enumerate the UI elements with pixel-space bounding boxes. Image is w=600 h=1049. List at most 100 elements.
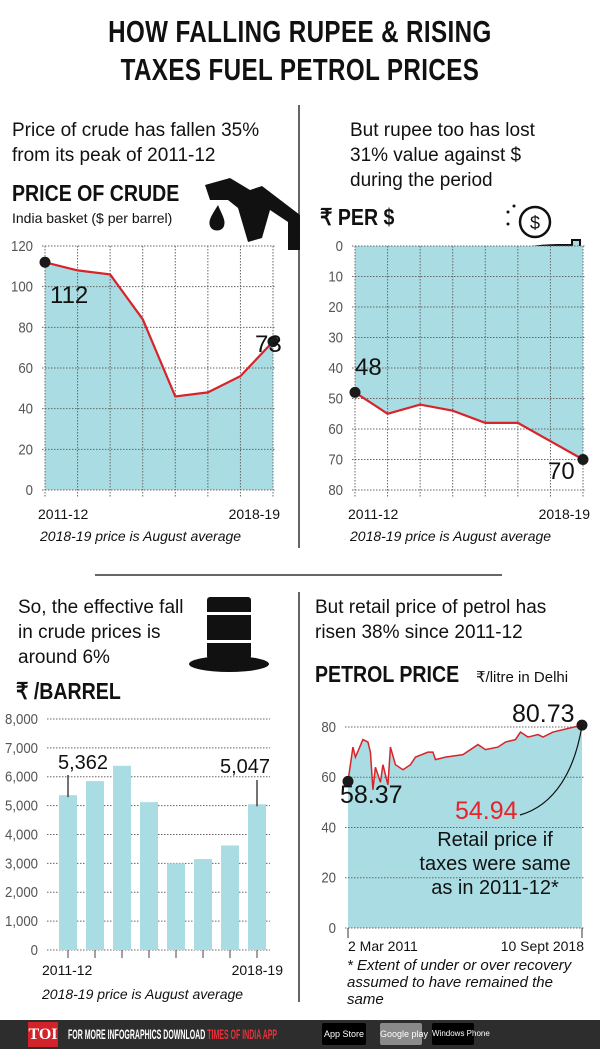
title-text-2: TAXES FUEL PETROL PRICES bbox=[120, 52, 480, 87]
crude-subheading: India basket ($ per barrel) bbox=[12, 210, 173, 226]
y-tick-label: 0 bbox=[26, 481, 33, 498]
x-tick-label: 2011-12 bbox=[38, 506, 89, 522]
y-tick-label: 30 bbox=[328, 329, 343, 346]
petrol-price-chart: 0 20 40 60 80 58.37 80.73 2 Mar 2011 10 Sept 201… bbox=[321, 700, 588, 954]
y-tick-label: 100 bbox=[11, 278, 33, 295]
crude-intro: Price of crude has fallen 35% from its p… bbox=[12, 118, 259, 168]
y-tick-label: 120 bbox=[11, 237, 33, 254]
footer-bar bbox=[0, 1020, 600, 1049]
y-tick-label: 3,000 bbox=[5, 855, 38, 872]
annotation-line: taxes were same bbox=[419, 853, 571, 875]
rupee-note: 2018-19 price is August average bbox=[350, 528, 552, 544]
title-line-1: HOW FALLING RUPEE & RISING bbox=[0, 14, 600, 50]
data-label: 70 bbox=[548, 458, 575, 485]
y-tick-label: 80 bbox=[328, 481, 343, 498]
y-tick-label: 20 bbox=[328, 298, 343, 315]
data-label: 48 bbox=[355, 354, 382, 381]
x-tick-label: 2018-19 bbox=[229, 506, 281, 522]
data-point bbox=[349, 386, 361, 398]
barrel-heading: ₹ /BARREL bbox=[16, 678, 121, 704]
bar bbox=[59, 795, 77, 950]
petrol-annotation: Retail price if taxes were same as in 20… bbox=[400, 828, 590, 900]
y-tick-label: 4,000 bbox=[5, 826, 38, 843]
y-tick-label: 0 bbox=[31, 941, 38, 958]
barrel-intro-line: So, the effective fall bbox=[18, 597, 184, 618]
y-tick-label: 40 bbox=[328, 359, 343, 376]
bar bbox=[194, 859, 212, 950]
petrol-subheading: ₹/litre in Delhi bbox=[476, 669, 569, 686]
footer-cta: FOR MORE INFOGRAPHICS DOWNLOAD bbox=[68, 1026, 208, 1042]
crude-price-chart: 0 20 40 60 80 100 120 2011-12 2018-19 112 73 bbox=[11, 237, 282, 522]
google-play-badge[interactable]: Google play bbox=[380, 1023, 428, 1045]
rupee-heading: ₹ PER $ bbox=[320, 204, 395, 230]
footer-app-name[interactable]: TIMES OF INDIA APP bbox=[207, 1026, 278, 1042]
y-tick-label: 80 bbox=[18, 319, 33, 336]
series-line bbox=[354, 391, 584, 461]
footnote-line: assumed to have remained the bbox=[347, 974, 553, 991]
title-text-1: HOW FALLING RUPEE & RISING bbox=[108, 14, 492, 49]
y-tick-label: 0 bbox=[329, 919, 336, 936]
data-point bbox=[577, 454, 589, 465]
y-tick-label: 60 bbox=[18, 359, 33, 376]
footer-text: FOR MORE INFOGRAPHICS DOWNLOAD TIMES OF … bbox=[68, 1026, 277, 1042]
toi-logo[interactable]: TOI bbox=[28, 1022, 58, 1047]
rupee-per-barrel-chart: 0 1,000 2,000 3,000 4,000 5,000 6,000 7,000 8,00… bbox=[5, 710, 283, 978]
y-tick-label: 5,000 bbox=[5, 797, 38, 814]
crude-intro-line: from its peak of 2011-12 bbox=[12, 145, 216, 166]
crude-intro-line: Price of crude has fallen 35% bbox=[12, 120, 260, 141]
annotation-line: Retail price if bbox=[437, 829, 553, 851]
bar bbox=[248, 804, 266, 950]
area-fill bbox=[45, 262, 273, 490]
rupee-intro-line: during the period bbox=[350, 170, 493, 191]
petrol-annotation-value: 54.94 bbox=[455, 797, 518, 825]
y-tick-label: 1,000 bbox=[5, 912, 38, 929]
dollar-coin-hand-icon: $ bbox=[506, 204, 581, 271]
area-fill bbox=[355, 246, 583, 460]
data-label: 5,047 bbox=[220, 756, 270, 778]
rupee-per-dollar-chart: 0 10 20 30 40 50 60 70 80 2011-12 2018-19 48 70 bbox=[328, 237, 590, 522]
annotation-leader bbox=[519, 725, 583, 816]
x-tick-label: 2018-19 bbox=[232, 962, 284, 978]
barrel-intro-line: in crude prices is bbox=[18, 622, 161, 643]
data-label: 80.73 bbox=[512, 700, 575, 728]
x-tick-label: 2011-12 bbox=[42, 962, 93, 978]
y-tick-label: 8,000 bbox=[5, 710, 38, 727]
y-tick-label: 40 bbox=[18, 400, 33, 417]
petrol-intro-line: risen 38% since 2011-12 bbox=[315, 622, 523, 643]
x-tick-label: 2018-19 bbox=[539, 506, 591, 522]
svg-text:$: $ bbox=[530, 213, 540, 233]
data-label: 58.37 bbox=[340, 781, 403, 809]
y-tick-label: 7,000 bbox=[5, 739, 38, 756]
y-tick-label: 20 bbox=[18, 441, 33, 458]
y-tick-label: 70 bbox=[328, 451, 343, 468]
y-tick-label: 6,000 bbox=[5, 768, 38, 785]
crude-heading: PRICE OF CRUDE bbox=[12, 180, 180, 206]
windows-phone-badge[interactable]: Windows Phone bbox=[432, 1023, 490, 1045]
x-tick-label: 2011-12 bbox=[348, 506, 399, 522]
data-label: 73 bbox=[255, 331, 282, 358]
data-label: 112 bbox=[50, 282, 88, 309]
y-tick-label: 60 bbox=[321, 768, 336, 785]
x-tick-label: 2 Mar 2011 bbox=[348, 938, 418, 954]
data-label: 5,362 bbox=[58, 752, 108, 774]
crude-note: 2018-19 price is August average bbox=[40, 528, 242, 544]
rupee-intro-line: But rupee too has lost bbox=[350, 120, 535, 141]
footnote-line: same bbox=[347, 991, 384, 1008]
annotation-line: as in 2011-12* bbox=[431, 877, 559, 899]
barrel-note: 2018-19 price is August average bbox=[42, 986, 244, 1002]
petrol-heading: PETROL PRICE bbox=[315, 661, 460, 687]
data-point bbox=[267, 336, 279, 348]
app-store-badge[interactable]: App Store bbox=[322, 1023, 366, 1045]
title-line-2: TAXES FUEL PETROL PRICES bbox=[0, 52, 600, 88]
y-tick-label: 60 bbox=[328, 420, 343, 437]
y-tick-label: 40 bbox=[321, 819, 336, 836]
y-tick-label: 20 bbox=[321, 869, 336, 886]
petrol-intro-line: But retail price of petrol has bbox=[315, 597, 547, 618]
barrel-intro-line: around 6% bbox=[18, 647, 110, 668]
petrol-intro: But retail price of petrol has risen 38%… bbox=[315, 595, 546, 645]
bar bbox=[221, 845, 239, 950]
bar bbox=[167, 863, 185, 950]
rupee-intro-line: 31% value against $ bbox=[350, 145, 522, 166]
barrel-intro: So, the effective fall in crude prices i… bbox=[18, 595, 183, 670]
